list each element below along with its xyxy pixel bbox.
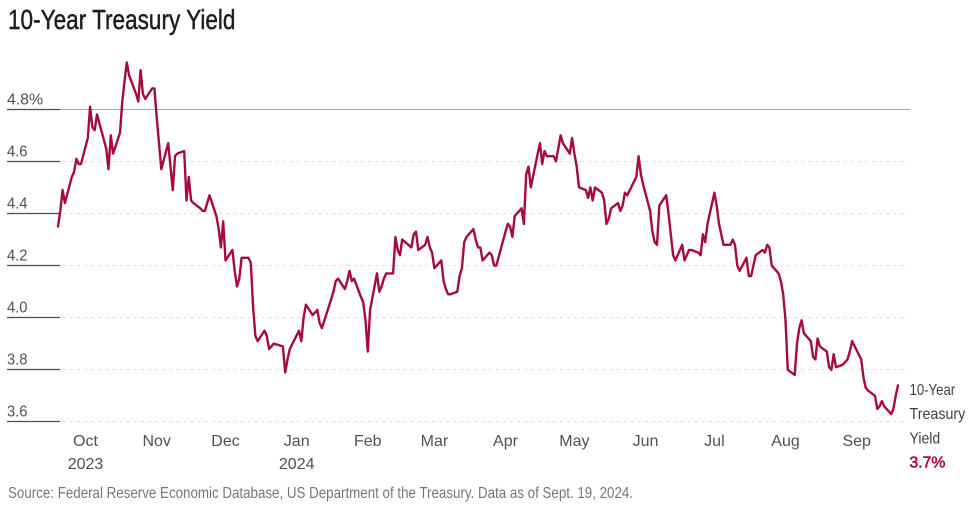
svg-text:2023: 2023: [68, 456, 104, 473]
svg-text:Nov: Nov: [142, 433, 170, 450]
svg-text:Apr: Apr: [493, 433, 519, 450]
svg-text:Sep: Sep: [842, 433, 871, 450]
svg-text:Aug: Aug: [771, 433, 799, 450]
svg-text:2024: 2024: [279, 456, 315, 473]
svg-text:10-Year: 10-Year: [910, 382, 956, 399]
svg-text:May: May: [559, 433, 589, 450]
svg-text:Treasury: Treasury: [910, 406, 966, 423]
svg-text:Jun: Jun: [633, 433, 659, 450]
svg-text:Dec: Dec: [211, 433, 239, 450]
svg-text:Feb: Feb: [354, 433, 382, 450]
svg-text:Jan: Jan: [284, 433, 310, 450]
svg-text:4.2: 4.2: [7, 248, 28, 265]
svg-text:Mar: Mar: [421, 433, 449, 450]
svg-text:4.4: 4.4: [7, 196, 28, 213]
svg-text:3.6: 3.6: [7, 404, 28, 421]
svg-text:4.6: 4.6: [7, 144, 28, 161]
svg-text:4.8%: 4.8%: [7, 92, 43, 109]
svg-text:4.0: 4.0: [7, 300, 28, 317]
svg-text:Yield: Yield: [910, 430, 941, 447]
svg-text:3.7%: 3.7%: [910, 455, 946, 472]
svg-text:3.8: 3.8: [7, 352, 28, 369]
svg-text:Jul: Jul: [704, 433, 724, 450]
svg-text:Oct: Oct: [73, 433, 98, 450]
